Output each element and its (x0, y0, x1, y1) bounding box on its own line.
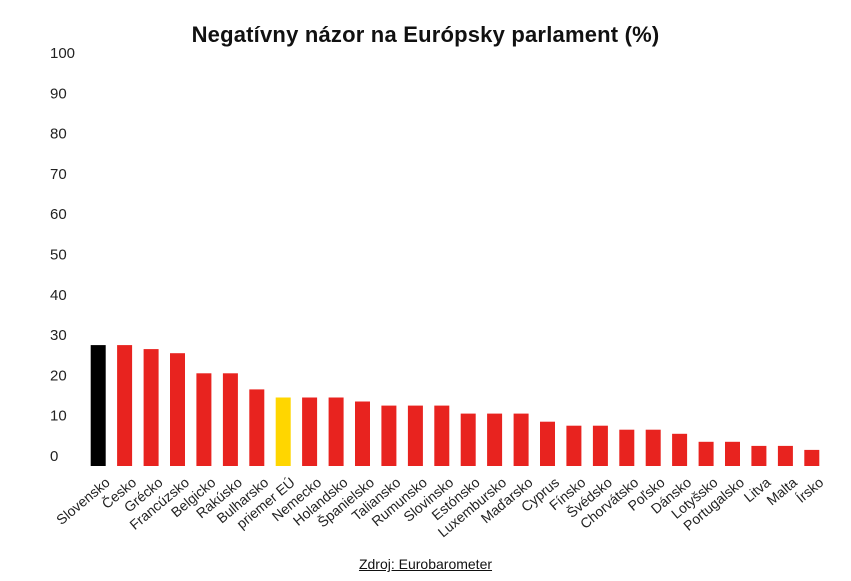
bar (672, 433, 688, 466)
bar (619, 429, 635, 466)
bar (751, 445, 767, 466)
y-tick-label: 50 (50, 247, 67, 264)
bar (249, 389, 265, 466)
bar (90, 345, 106, 466)
bar (143, 349, 159, 466)
y-tick-label: 60 (50, 206, 67, 223)
y-tick-label: 80 (50, 126, 67, 143)
bar (275, 397, 291, 466)
y-tick-label: 20 (50, 367, 67, 384)
bar (222, 373, 238, 466)
bar (381, 405, 397, 466)
bar (725, 441, 740, 466)
bar (170, 353, 185, 466)
bar (407, 405, 423, 466)
bar (698, 441, 714, 466)
bar (540, 421, 555, 466)
bar (328, 397, 344, 466)
bar (777, 445, 793, 466)
source-note: Zdroj: Eurobarometer (358, 556, 493, 572)
bars (90, 345, 820, 466)
x-tick-label: Írsko (793, 474, 827, 506)
bar (645, 429, 661, 466)
y-tick-label: 70 (50, 166, 67, 183)
bar (196, 373, 212, 466)
x-axis: SlovenskoČeskoGréckoFrancúzskoBelgickoRa… (53, 474, 826, 540)
y-tick-label: 100 (50, 45, 75, 62)
y-tick-label: 40 (50, 287, 67, 304)
chart-title: Negatívny názor na Európsky parlament (%… (191, 22, 660, 47)
y-tick-label: 90 (50, 85, 67, 102)
y-axis: 0 10 20 30 40 50 60 70 80 90 100 (50, 45, 75, 465)
bar (487, 413, 503, 466)
bar (513, 413, 529, 466)
y-tick-label: 0 (50, 448, 58, 465)
y-tick-label: 10 (50, 408, 67, 425)
y-tick-label: 30 (50, 327, 67, 344)
bar (804, 449, 820, 466)
bar (355, 401, 370, 466)
bar (434, 405, 450, 466)
bar (302, 397, 318, 466)
bar (117, 345, 133, 466)
bar (566, 425, 582, 466)
bar (460, 413, 476, 466)
bar (592, 425, 608, 466)
